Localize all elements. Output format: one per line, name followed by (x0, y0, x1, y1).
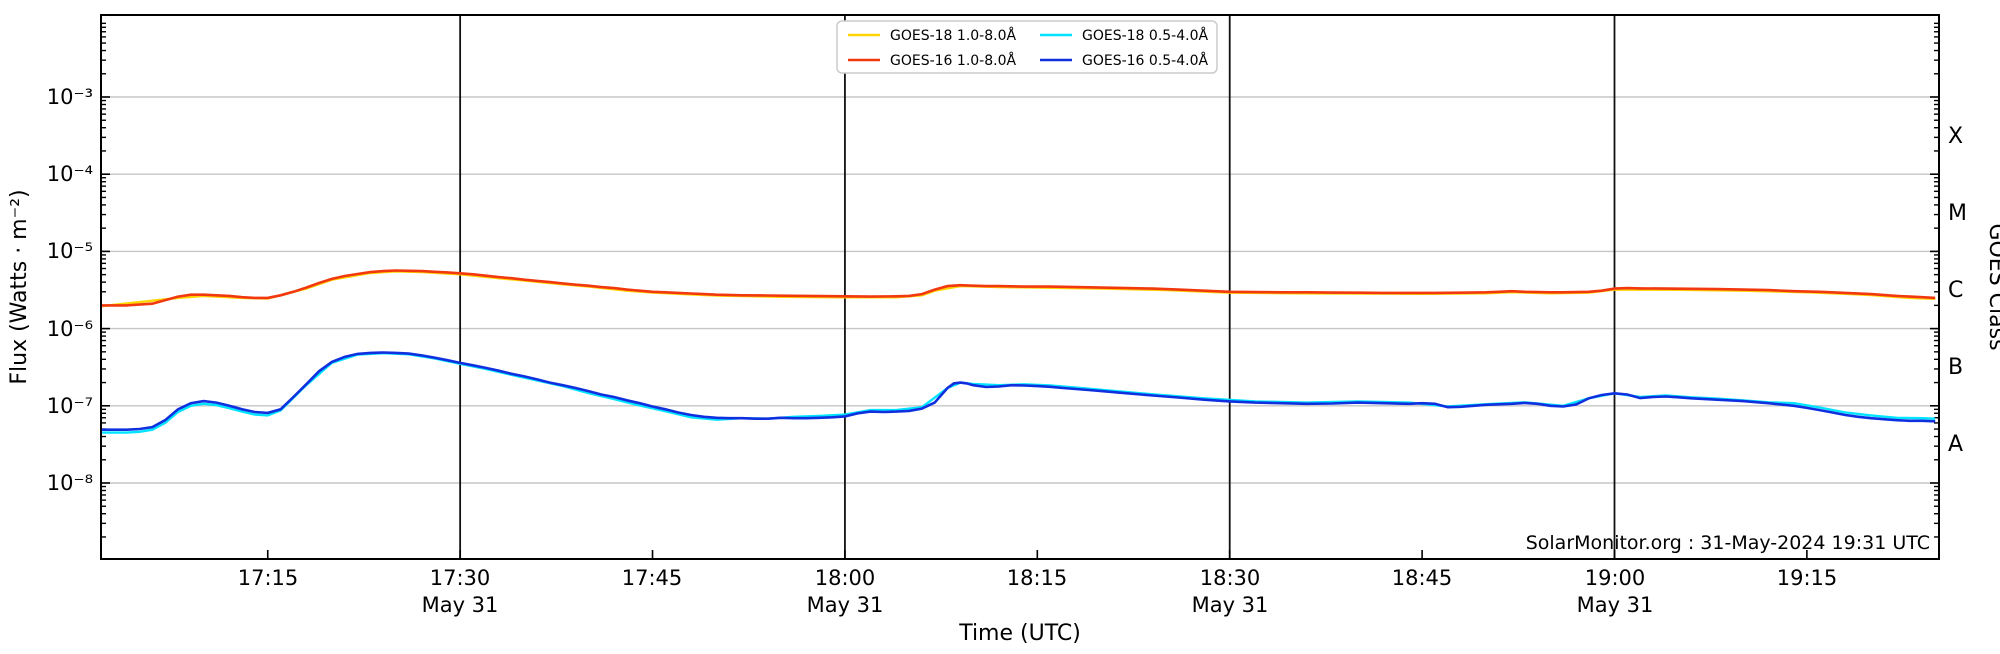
goes-class-letters: X M C B A (1948, 124, 1967, 457)
plot-frame (100, 14, 1940, 560)
x-tick-label: 19:00 (1585, 566, 1646, 590)
y-gridlines (101, 96, 1939, 484)
right-axis-title: GOES Class (1984, 223, 2000, 350)
x-tick-label: 17:30 (430, 566, 491, 590)
x-tick-label: 18:00 (815, 566, 876, 590)
x-tick-label: 18:45 (1392, 566, 1453, 590)
x-tick-label: 18:15 (1007, 566, 1068, 590)
x-tick-label: 18:30 (1200, 566, 1261, 590)
x-tick-label: 17:15 (238, 566, 299, 590)
legend: GOES-18 1.0-8.0Å GOES-16 1.0-8.0Å GOES-1… (836, 20, 1218, 74)
legend-box (836, 20, 1218, 74)
class-letter-m: M (1948, 201, 1967, 226)
y-tick-labels: 10⁻³ 10⁻⁴ 10⁻⁵ 10⁻⁶ 10⁻⁷ 10⁻⁸ (47, 85, 93, 495)
x-date-label: May 31 (1192, 593, 1269, 617)
series-lines (101, 269, 1936, 434)
class-letter-b: B (1948, 355, 1963, 380)
class-letter-a: A (1948, 432, 1963, 457)
y-axis-title: Flux (Watts · m⁻²) (7, 189, 32, 384)
axis-ticks (101, 22, 1939, 559)
x-date-label: May 31 (807, 593, 884, 617)
series-goes18-short (101, 351, 1936, 434)
series-goes16-long (101, 269, 1936, 307)
y-tick-label: 10⁻⁴ (47, 162, 93, 186)
y-tick-label: 10⁻⁵ (47, 239, 93, 263)
class-letter-c: C (1948, 278, 1963, 303)
x-tick-label: 19:15 (1777, 566, 1838, 590)
legend-label-goes18-long: GOES-18 1.0-8.0Å (890, 27, 1016, 44)
x-axis-title: Time (UTC) (958, 621, 1081, 646)
x-date-label: May 31 (422, 593, 499, 617)
y-tick-label: 10⁻⁸ (47, 471, 93, 495)
legend-label-goes16-long: GOES-16 1.0-8.0Å (890, 52, 1016, 69)
y-tick-label: 10⁻⁶ (47, 317, 93, 341)
class-letter-x: X (1948, 124, 1963, 149)
x-date-label: May 31 (1577, 593, 1654, 617)
x-tick-labels: 17:15 17:30 17:45 18:00 18:15 18:30 18:4… (238, 566, 1838, 617)
series-goes16-short (101, 351, 1936, 432)
x-tick-label: 17:45 (622, 566, 683, 590)
watermark-text: SolarMonitor.org : 31-May-2024 19:31 UTC (1526, 532, 1930, 554)
legend-label-goes16-short: GOES-16 0.5-4.0Å (1082, 52, 1208, 69)
y-tick-label: 10⁻³ (47, 85, 93, 109)
legend-label-goes18-short: GOES-18 0.5-4.0Å (1082, 27, 1208, 44)
date-gridlines (459, 15, 1616, 559)
y-tick-label: 10⁻⁷ (47, 394, 93, 418)
